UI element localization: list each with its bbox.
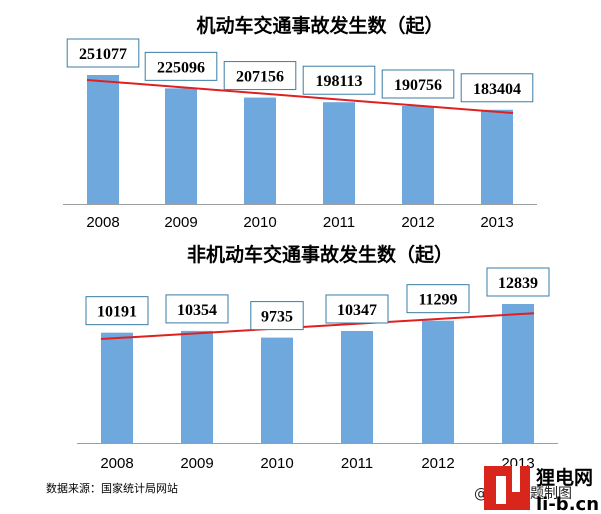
data-label-2011: 198113 (315, 73, 362, 90)
trendline (86, 78, 514, 115)
x-tick-label-2012: 2012 (401, 214, 434, 231)
bar-2009 (181, 330, 213, 443)
x-tick-label-2010: 2010 (260, 455, 293, 472)
data-label-box-2013 (486, 267, 550, 297)
x-tick-label-2011: 2011 (341, 455, 373, 472)
data-label-box-2012 (381, 69, 455, 99)
x-tick-label-2011: 2011 (323, 214, 355, 231)
data-label-2010: 9735 (261, 309, 293, 326)
non-motor-vehicle-accidents-chart: 非机动车交通事故发生数（起） 2008 2009 2010 2011 2012 20131… (77, 243, 558, 472)
data-label-box-2009 (144, 51, 218, 81)
bar-2012 (402, 105, 434, 204)
x-tick-label-2009: 2009 (180, 455, 213, 472)
bar-2008 (87, 75, 119, 204)
bar-2010 (261, 337, 293, 443)
x-tick-label-2012: 2012 (421, 455, 454, 472)
data-label-box-2013 (460, 73, 534, 103)
logo-mark (484, 466, 530, 510)
bar-2012 (422, 320, 454, 443)
bar-2008 (101, 332, 133, 443)
data-label-box-2011 (302, 65, 376, 95)
data-label-box-2011 (325, 294, 389, 324)
data-label-2008: 10191 (97, 304, 137, 321)
source-note: 数据来源：国家统计局网站 (46, 481, 178, 495)
data-label-2012: 190756 (394, 77, 442, 94)
data-label-2009: 10354 (177, 302, 217, 319)
logo-mark-cutout (512, 466, 520, 492)
x-tick-label-2013: 2013 (480, 214, 513, 231)
motor-vehicle-accidents-chart: 机动车交通事故发生数（起） 2008 2009 2010 2011 2012 2013 25… (63, 14, 537, 231)
bar-2011 (323, 102, 355, 204)
data-label-2009: 225096 (157, 59, 205, 76)
data-label-2011: 10347 (337, 302, 377, 319)
bar-2013 (481, 109, 513, 204)
data-label-box-2008 (66, 38, 140, 68)
bar-2009 (165, 88, 197, 204)
x-tick-label-2008: 2008 (100, 455, 133, 472)
bar-2011 (341, 330, 373, 443)
data-label-box-2009 (165, 294, 229, 324)
chart-title-non-motor: 非机动车交通事故发生数（起） (187, 243, 453, 266)
logo-url: li-b.cn (536, 494, 599, 514)
data-label-2012: 11299 (418, 292, 457, 309)
data-label-box-2012 (406, 284, 470, 314)
data-label-box-2010 (250, 301, 304, 331)
data-label-2013: 12839 (498, 275, 538, 292)
x-tick-label-2008: 2008 (86, 214, 119, 231)
logo-mark-cutout (496, 476, 506, 504)
data-label-2010: 207156 (236, 69, 284, 86)
logo-name: 狸电网 (536, 466, 593, 489)
bar-2010 (244, 97, 276, 204)
data-label-box-2008 (85, 296, 149, 326)
site-logo: 狸电网 li-b.cn (484, 466, 599, 514)
data-label-box-2010 (223, 61, 297, 91)
trendline (100, 312, 535, 341)
chart-title-motor: 机动车交通事故发生数（起） (196, 14, 443, 37)
x-tick-label-2009: 2009 (164, 214, 197, 231)
data-label-2013: 183404 (473, 81, 521, 98)
bar-2013 (502, 304, 534, 443)
data-label-2008: 251077 (79, 46, 127, 63)
x-tick-label-2010: 2010 (243, 214, 276, 231)
